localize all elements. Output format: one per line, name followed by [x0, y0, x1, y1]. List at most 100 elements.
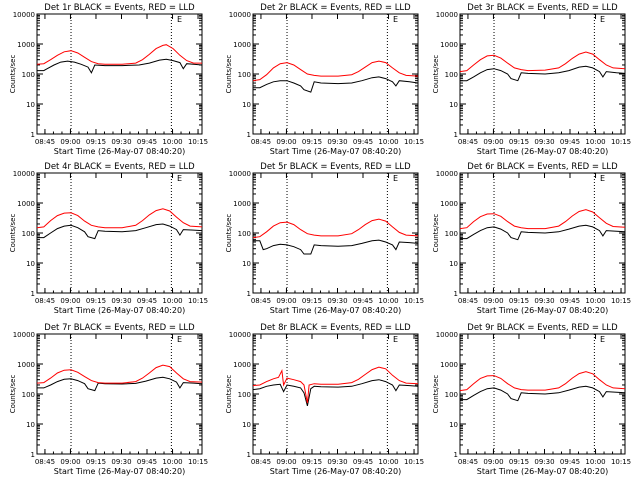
- x-tick-label: 08:45: [35, 138, 55, 146]
- y-tick-label: 100: [22, 230, 35, 238]
- detector-panel-5: Det 5r BLACK = Events, RED = LLD E 1 10 100 1…: [225, 162, 424, 315]
- x-tick-label: 09:00: [276, 138, 296, 146]
- x-tick-label: 09:30: [111, 297, 131, 305]
- x-tick-label: 09:00: [483, 138, 503, 146]
- y-tick-label: 10: [449, 101, 458, 109]
- y-tick-label: 1: [247, 131, 251, 139]
- x-tick-label: 09:15: [302, 458, 322, 466]
- lld-series-line: [36, 208, 203, 229]
- panel-title: Det 8r BLACK = Events, RED = LLD: [260, 323, 411, 333]
- x-tick-label: 10:00: [585, 138, 605, 146]
- lld-series-line: [252, 60, 419, 82]
- y-tick-label: 100: [445, 391, 458, 399]
- x-tick-label: 10:15: [188, 138, 208, 146]
- corner-label: E: [393, 15, 398, 24]
- x-tick-label: 09:00: [483, 297, 503, 305]
- panel-title: Det 6r BLACK = Events, RED = LLD: [467, 162, 618, 172]
- x-tick-label: 09:45: [560, 297, 580, 305]
- panel-title: Det 5r BLACK = Events, RED = LLD: [260, 162, 411, 172]
- y-tick-label: 1000: [233, 41, 251, 49]
- y-tick-label: 10000: [436, 11, 458, 19]
- x-tick-label: 09:15: [86, 297, 106, 305]
- detector-panel-7: Det 7r BLACK = Events, RED = LLD E 1 10 100 1…: [9, 323, 208, 476]
- x-tick-label: 09:15: [86, 138, 106, 146]
- x-axis-label: Start Time (26-May-07 08:40:20): [54, 147, 185, 156]
- x-tick-label: 10:15: [404, 458, 424, 466]
- corner-label: E: [393, 335, 398, 344]
- events-series-line: [252, 379, 419, 407]
- y-tick-label: 10000: [13, 11, 35, 19]
- corner-label: E: [600, 174, 605, 183]
- plot-frame: [36, 333, 203, 455]
- x-tick-label: 10:00: [162, 138, 182, 146]
- y-tick-label: 10000: [13, 170, 35, 178]
- panel-title: Det 9r BLACK = Events, RED = LLD: [467, 323, 618, 333]
- x-axis-label: Start Time (26-May-07 08:40:20): [477, 306, 608, 315]
- plot-frame: [252, 172, 419, 294]
- x-tick-label: 10:15: [404, 297, 424, 305]
- lld-series-line: [459, 371, 626, 392]
- y-axis-label: Counts/sec: [9, 55, 17, 94]
- events-series-line: [253, 239, 419, 255]
- y-tick-label: 10: [449, 260, 458, 268]
- y-tick-label: 1: [31, 131, 35, 139]
- x-tick-label: 09:15: [509, 458, 529, 466]
- x-tick-label: 09:30: [327, 297, 347, 305]
- x-tick-label: 09:15: [302, 297, 322, 305]
- x-tick-label: 10:00: [585, 297, 605, 305]
- y-axis-label: Counts/sec: [9, 375, 17, 414]
- y-tick-label: 1000: [17, 361, 35, 369]
- y-tick-label: 10: [26, 421, 35, 429]
- x-tick-label: 09:30: [534, 458, 554, 466]
- y-tick-label: 1: [454, 451, 458, 459]
- x-tick-label: 08:45: [35, 458, 55, 466]
- x-axis-label: Start Time (26-May-07 08:40:20): [270, 467, 401, 476]
- y-tick-label: 1000: [440, 41, 458, 49]
- y-axis-label: Counts/sec: [432, 55, 440, 94]
- detector-panel-3: Det 3r BLACK = Events, RED = LLD E 1 10 100 1…: [432, 3, 631, 156]
- lld-series-line: [252, 366, 419, 404]
- x-tick-label: 10:15: [188, 458, 208, 466]
- detector-panel-6: Det 6r BLACK = Events, RED = LLD E 1 10 100 1…: [432, 162, 631, 315]
- x-tick-label: 09:00: [276, 297, 296, 305]
- y-tick-label: 10: [242, 421, 251, 429]
- x-axis-label: Start Time (26-May-07 08:40:20): [477, 467, 608, 476]
- y-tick-label: 100: [238, 71, 251, 79]
- y-tick-label: 100: [238, 391, 251, 399]
- x-tick-label: 09:30: [327, 458, 347, 466]
- lld-series-line: [36, 364, 203, 384]
- y-tick-label: 100: [445, 230, 458, 238]
- y-tick-label: 10000: [229, 331, 251, 339]
- y-axis-label: Counts/sec: [225, 214, 233, 253]
- x-tick-label: 09:15: [509, 297, 529, 305]
- events-series-line: [460, 224, 626, 241]
- y-tick-label: 1: [31, 451, 35, 459]
- plot-frame: [36, 13, 203, 135]
- y-tick-label: 10: [26, 101, 35, 109]
- x-tick-label: 09:00: [60, 297, 80, 305]
- y-tick-label: 1: [247, 451, 251, 459]
- x-tick-label: 09:30: [534, 297, 554, 305]
- x-tick-label: 09:00: [60, 458, 80, 466]
- detector-panel-1: Det 1r BLACK = Events, RED = LLD E 1 10 100 1…: [9, 3, 208, 156]
- corner-label: E: [177, 335, 182, 344]
- y-tick-label: 100: [22, 391, 35, 399]
- y-tick-label: 1: [454, 131, 458, 139]
- y-tick-label: 1: [31, 290, 35, 298]
- y-tick-label: 1: [247, 290, 251, 298]
- panel-title: Det 7r BLACK = Events, RED = LLD: [44, 323, 195, 333]
- x-tick-label: 09:45: [560, 138, 580, 146]
- corner-label: E: [393, 174, 398, 183]
- x-axis-label: Start Time (26-May-07 08:40:20): [54, 467, 185, 476]
- x-tick-label: 08:45: [251, 458, 271, 466]
- y-axis-label: Counts/sec: [432, 375, 440, 414]
- corner-label: E: [177, 174, 182, 183]
- corner-label: E: [600, 15, 605, 24]
- x-tick-label: 10:00: [378, 138, 398, 146]
- lld-series-line: [459, 209, 626, 230]
- plot-frame: [252, 333, 419, 455]
- x-tick-label: 10:15: [188, 297, 208, 305]
- y-tick-label: 1: [454, 290, 458, 298]
- x-tick-label: 10:15: [611, 297, 631, 305]
